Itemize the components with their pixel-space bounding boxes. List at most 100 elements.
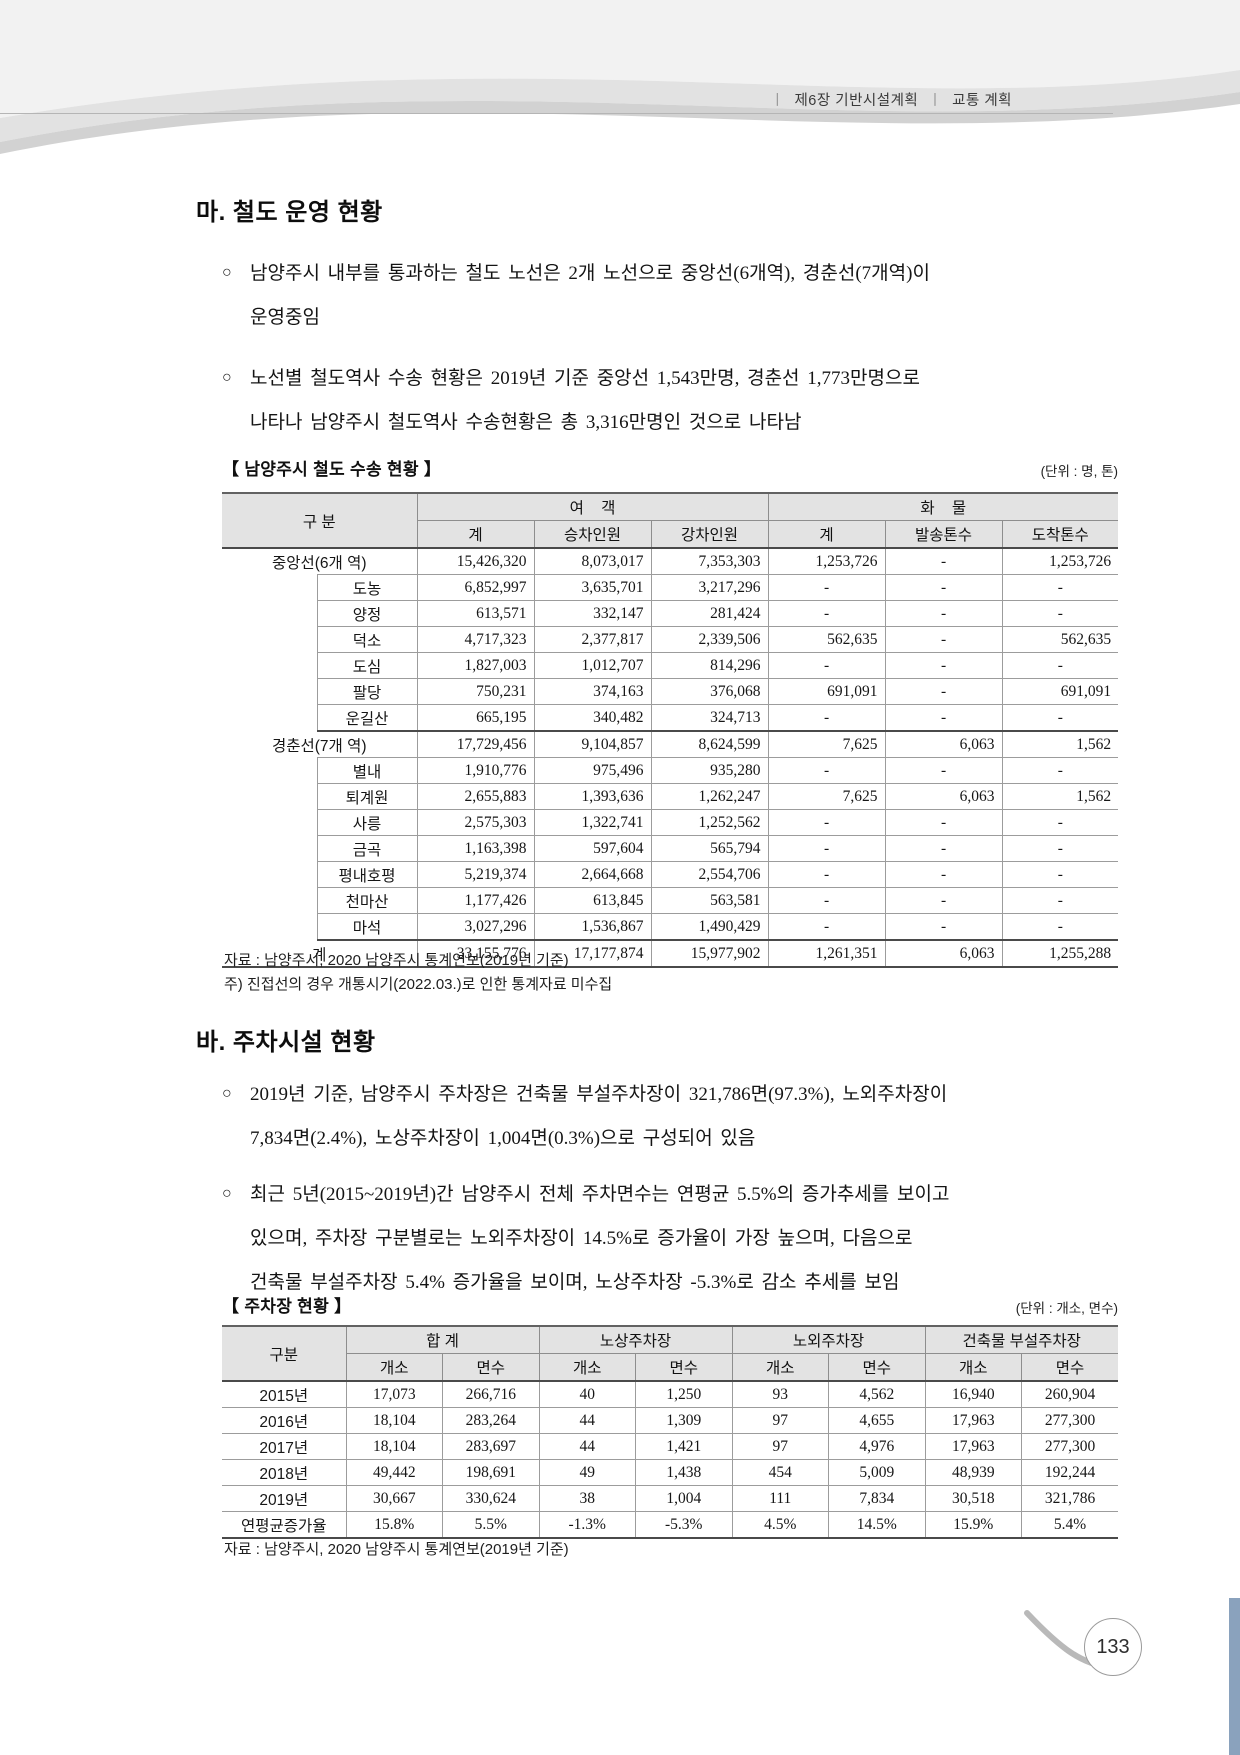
- value-cell: 1,163,398: [416, 835, 535, 862]
- page-number: 133: [1096, 1635, 1130, 1658]
- value-cell: -: [1001, 887, 1119, 914]
- value-cell: 332,147: [533, 600, 652, 627]
- value-cell: 1,322,741: [533, 809, 652, 836]
- value-cell: -: [884, 757, 1003, 784]
- value-cell: -: [767, 652, 886, 679]
- value-cell: 17,729,456: [416, 730, 535, 758]
- column-header-boarding: 승차인원: [533, 520, 652, 549]
- row-spacer: [221, 835, 318, 862]
- value-cell: 4,655: [828, 1407, 926, 1434]
- value-cell: -: [1001, 835, 1119, 862]
- value-cell: 691,091: [1001, 678, 1119, 705]
- value-cell: -: [884, 600, 1003, 627]
- bullet-item: ○ 남양주시 내부를 통과하는 철도 노선은 2개 노선으로 중앙선(6개역), …: [222, 252, 1052, 340]
- value-cell: 38: [538, 1485, 636, 1512]
- station-name: 마석: [316, 913, 418, 941]
- value-cell: 321,786: [1021, 1485, 1119, 1512]
- value-cell: 277,300: [1021, 1433, 1119, 1460]
- column-header-spaces: 면수: [442, 1353, 540, 1382]
- value-cell: 750,231: [416, 678, 535, 705]
- value-cell: 2,664,668: [533, 861, 652, 888]
- value-cell: 97: [731, 1433, 829, 1460]
- column-group-cargo: 화 물: [767, 492, 1119, 521]
- value-cell: 15,977,902: [650, 939, 769, 968]
- rail-table-row: 도심 1,827,003 1,012,707 814,296- - -: [221, 652, 1119, 679]
- value-cell: 16,940: [924, 1380, 1022, 1408]
- value-cell: 1,250: [635, 1380, 733, 1408]
- rail-table-header: 구 분 여 객 화 물 계 승차인원 강차인원 계 발송톤수 도착톤수: [221, 492, 1119, 549]
- value-cell: 562,635: [767, 626, 886, 653]
- station-name: 운길산: [316, 704, 418, 732]
- value-cell: -: [1001, 574, 1119, 601]
- value-cell: 44: [538, 1407, 636, 1434]
- bullet-line: 노선별 철도역사 수송 현황은 2019년 기준 중앙선 1,543만명, 경춘…: [250, 368, 920, 389]
- rail-table-notes: 자료 : 남양주시, 2020 남양주시 통계연보(2019년 기준) 주) 진…: [224, 949, 612, 997]
- row-spacer: [221, 913, 318, 940]
- remark-note: 주) 진접선의 경우 개통시기(2022.03.)로 인한 통계자료 미수집: [224, 976, 613, 993]
- bullet-marker: ○: [222, 1185, 232, 1202]
- value-cell: -: [884, 678, 1003, 705]
- column-header-passenger-total: 계: [416, 520, 535, 549]
- bullet-marker: ○: [222, 1085, 232, 1102]
- rail-table-body: 중앙선(6개 역) 15,426,320 8,073,017 7,353,303 1,2…: [221, 547, 1119, 968]
- column-group-onstreet-parking: 노상주차장: [538, 1325, 733, 1354]
- value-cell: -: [884, 652, 1003, 679]
- value-cell: 260,904: [1021, 1380, 1119, 1408]
- header-separator-bar: ㅣ: [928, 93, 943, 109]
- header-wave-decoration: [0, 0, 1240, 154]
- value-cell: 49: [538, 1459, 636, 1486]
- value-cell: 5.5%: [442, 1511, 540, 1539]
- value-cell: 17,963: [924, 1407, 1022, 1434]
- value-cell: 277,300: [1021, 1407, 1119, 1434]
- value-cell: 4.5%: [731, 1511, 829, 1539]
- value-cell: 3,217,296: [650, 574, 769, 601]
- row-spacer: [221, 861, 318, 888]
- bullet-item: ○ 노선별 철도역사 수송 현황은 2019년 기준 중앙선 1,543만명, 경…: [222, 357, 1052, 445]
- rail-table-caption-row: 【 남양주시 철도 수송 현황 】 (단위 : 명, 톤): [222, 455, 1118, 480]
- parking-table-body: 2015년 17,073 266,716 40 1,250 93 4,562 16,940 26…: [221, 1380, 1119, 1539]
- year-label: 2016년: [221, 1407, 347, 1434]
- value-cell: 49,442: [345, 1459, 443, 1486]
- row-spacer: [221, 574, 318, 601]
- value-cell: -: [884, 704, 1003, 732]
- station-name: 도농: [316, 574, 418, 601]
- value-cell: -: [884, 835, 1003, 862]
- value-cell: 330,624: [442, 1485, 540, 1512]
- value-cell: -: [767, 757, 886, 784]
- rail-table-row: 평내호평 5,219,374 2,664,668 2,554,706- - -: [221, 861, 1119, 888]
- value-cell: 4,976: [828, 1433, 926, 1460]
- value-cell: 266,716: [442, 1380, 540, 1408]
- value-cell: -: [767, 574, 886, 601]
- row-spacer: [221, 887, 318, 914]
- value-cell: 18,104: [345, 1433, 443, 1460]
- row-spacer: [221, 704, 318, 731]
- parking-table-row: 연평균증가율 15.8% 5.5% -1.3% -5.3% 4.5% 14.5% 15.9% 5…: [221, 1511, 1119, 1539]
- value-cell: 33,155,776: [416, 939, 535, 968]
- column-header-arrived-tons: 도착톤수: [1001, 520, 1119, 549]
- value-cell: 324,713: [650, 704, 769, 732]
- value-cell: 6,852,997: [416, 574, 535, 601]
- value-cell: 340,482: [533, 704, 652, 732]
- value-cell: 2,655,883: [416, 783, 535, 810]
- bullet-line: 남양주시 내부를 통과하는 철도 노선은 2개 노선으로 중앙선(6개역), 경…: [250, 263, 930, 284]
- value-cell: 2,377,817: [533, 626, 652, 653]
- value-cell: 8,624,599: [650, 730, 769, 758]
- bullet-line: 7,834면(2.4%), 노상주차장이 1,004면(0.3%)으로 구성되어…: [250, 1128, 756, 1149]
- year-label: 연평균증가율: [221, 1511, 347, 1539]
- station-name: 팔당: [316, 678, 418, 705]
- rail-table-row: 팔당 750,231 374,163 376,068 691,091-691,091: [221, 678, 1119, 705]
- value-cell: 5,009: [828, 1459, 926, 1486]
- rail-table-row: 양정 613,571 332,147 281,424- - -: [221, 600, 1119, 627]
- value-cell: -: [1001, 809, 1119, 836]
- value-cell: -: [1001, 704, 1119, 732]
- value-cell: 1,309: [635, 1407, 733, 1434]
- value-cell: -: [884, 913, 1003, 941]
- value-cell: -: [884, 861, 1003, 888]
- value-cell: 6,063: [884, 730, 1003, 758]
- column-group-total: 합 계: [345, 1325, 540, 1354]
- value-cell: -5.3%: [635, 1511, 733, 1539]
- value-cell: -: [1001, 652, 1119, 679]
- column-group-offstreet-parking: 노외주차장: [731, 1325, 926, 1354]
- value-cell: 454: [731, 1459, 829, 1486]
